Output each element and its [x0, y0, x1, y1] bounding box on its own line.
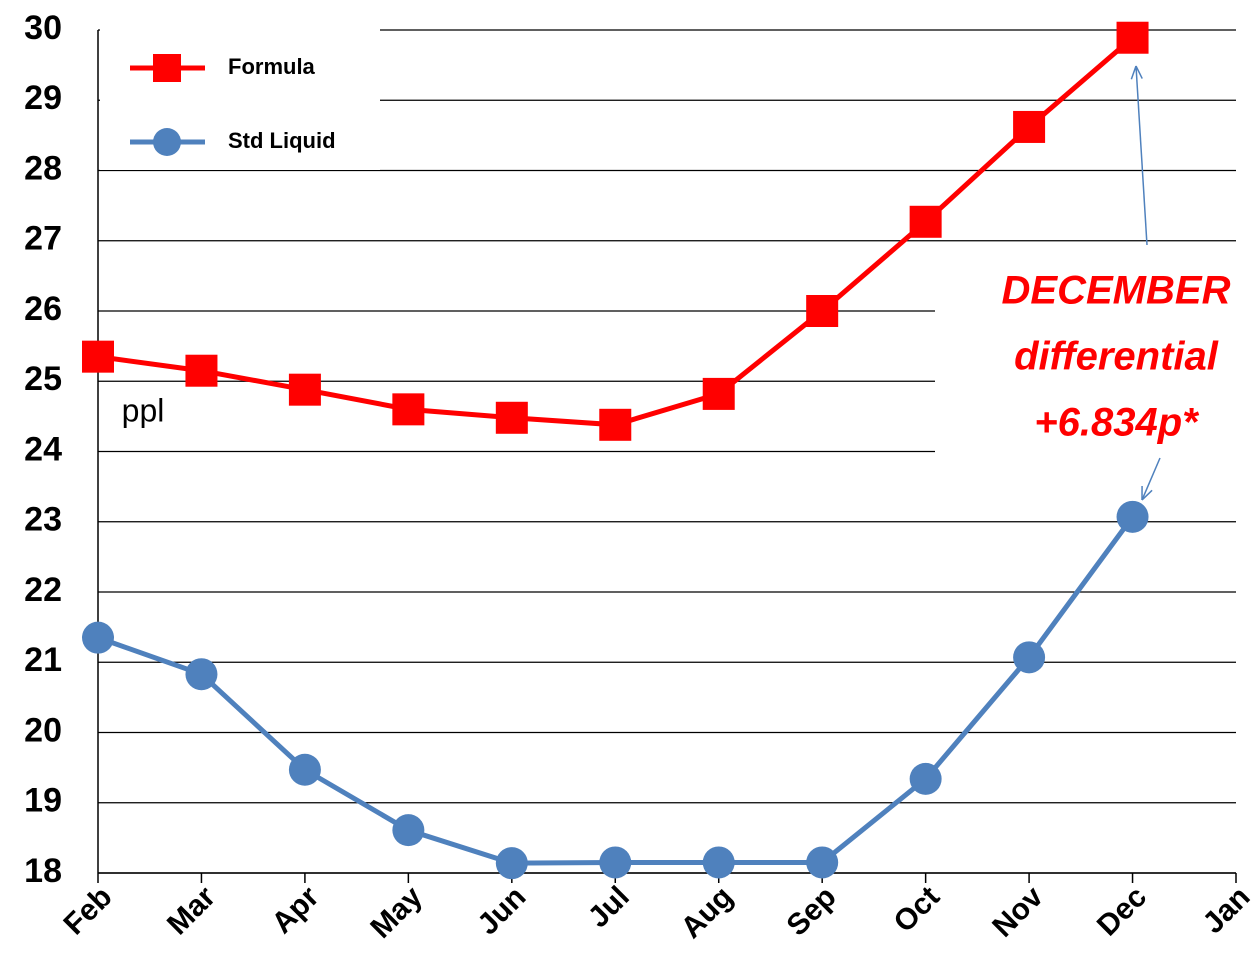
marker [1013, 641, 1046, 674]
y-tick-label: 25 [24, 360, 62, 398]
y-tick-label: 24 [24, 430, 62, 468]
marker [82, 340, 114, 373]
arrow-head [1130, 65, 1137, 80]
annotation-box [935, 258, 1258, 453]
x-tick-label: Nov [986, 880, 1050, 944]
marker [392, 393, 425, 426]
marker [599, 846, 632, 879]
y-tick-label: 18 [24, 852, 62, 890]
x-tick-label: Jul [582, 880, 636, 934]
y-tick-label: 21 [24, 641, 62, 679]
x-tick-label: Aug [675, 880, 740, 945]
x-tick-label: May [364, 880, 429, 945]
annotation-arrow [1141, 457, 1161, 501]
marker [702, 377, 735, 410]
legend-box [100, 20, 380, 170]
y-tick-label: 26 [24, 290, 62, 328]
x-tick-label: Sep [780, 880, 842, 942]
x-tick-label: Mar [161, 880, 222, 941]
series-line [97, 515, 1135, 866]
marker [599, 408, 632, 441]
x-tick-label: Feb [57, 880, 118, 941]
arrow-head [1135, 65, 1143, 79]
annotation-text: differential [1014, 335, 1219, 379]
marker [1116, 21, 1149, 54]
marker [288, 373, 321, 406]
annotation-text: DECEMBER [1002, 269, 1231, 313]
marker [392, 814, 425, 847]
marker [1013, 110, 1046, 143]
x-tick-label: Apr [266, 880, 326, 940]
marker [185, 658, 218, 691]
legend-marker [153, 54, 181, 82]
marker [495, 847, 528, 880]
marker [806, 295, 839, 327]
marker [185, 354, 218, 387]
y-tick-label: 22 [24, 571, 62, 609]
annotation-text: +6.834p* [1034, 401, 1200, 445]
legend-marker [153, 128, 181, 156]
y-tick-label: 23 [24, 501, 62, 539]
x-tick-label: Jun [471, 880, 532, 941]
x-tick-label: Oct [887, 880, 946, 939]
annotation-arrow [1135, 65, 1148, 246]
y-tick-label: 19 [24, 782, 62, 820]
y-tick-label: 29 [24, 79, 62, 117]
y-axis-label: ppl [122, 392, 165, 428]
marker [702, 846, 735, 879]
y-tick-label: 30 [24, 9, 62, 47]
y-tick-label: 28 [24, 149, 62, 187]
y-tick-label: 27 [24, 220, 62, 258]
marker [1116, 500, 1149, 533]
marker [495, 401, 528, 434]
legend-label: Std Liquid [228, 128, 336, 153]
arrow-head [1141, 489, 1153, 501]
legend-label: Formula [228, 54, 316, 79]
x-tick-label: Jan [1197, 880, 1257, 940]
x-tick-label: Dec [1091, 880, 1153, 942]
y-tick-label: 20 [24, 711, 62, 749]
marker [909, 762, 942, 795]
marker [288, 753, 321, 786]
marker [82, 621, 114, 654]
marker [909, 205, 942, 238]
marker [806, 846, 839, 879]
